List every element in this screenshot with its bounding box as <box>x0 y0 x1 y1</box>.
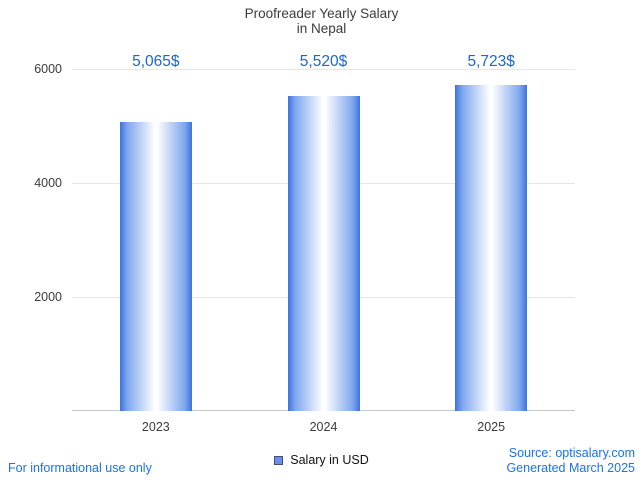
legend-swatch-icon <box>274 455 284 465</box>
bar-value-2023: 5,065$ <box>132 53 180 70</box>
y-axis-tick-6000: 6000 <box>34 62 62 76</box>
source-link[interactable]: Source: optisalary.com <box>508 446 635 460</box>
bar-slot-2024 <box>240 69 408 411</box>
bar-value-2024: 5,520$ <box>299 53 348 70</box>
x-axis-label-2024: 2024 <box>309 420 338 434</box>
generated-date: Generated March 2025 <box>506 461 635 475</box>
gridline-6000 <box>72 69 575 70</box>
bar-value-labels: 5,065$ 5,520$ 5,723$ <box>72 53 575 71</box>
chart-title-line1: Proofreader Yearly Salary <box>244 6 399 21</box>
bar-2023 <box>119 122 192 411</box>
bars <box>72 69 575 411</box>
x-axis-labels: 2023 2024 2025 <box>72 420 575 434</box>
bar-2024 <box>287 96 360 411</box>
plot-area <box>72 69 575 411</box>
bar-2025 <box>455 84 528 411</box>
bar-value-2025: 5,723$ <box>467 53 515 70</box>
chart-title: Proofreader Yearly Salary in Nepal <box>0 6 643 36</box>
source-block: Source: optisalary.com Generated March 2… <box>506 446 635 476</box>
y-axis-tick-2000: 2000 <box>34 290 62 304</box>
y-axis-tick-4000: 4000 <box>34 176 62 190</box>
bar-slot-2025 <box>407 69 575 411</box>
disclaimer-text: For informational use only <box>8 461 152 475</box>
bar-slot-2023 <box>72 69 240 411</box>
x-axis-label-2023: 2023 <box>141 420 170 434</box>
legend: Salary in USD <box>0 453 643 467</box>
legend-label: Salary in USD <box>290 453 369 467</box>
x-axis-label-2025: 2025 <box>477 420 506 434</box>
chart-title-line2: in Nepal <box>296 21 347 36</box>
